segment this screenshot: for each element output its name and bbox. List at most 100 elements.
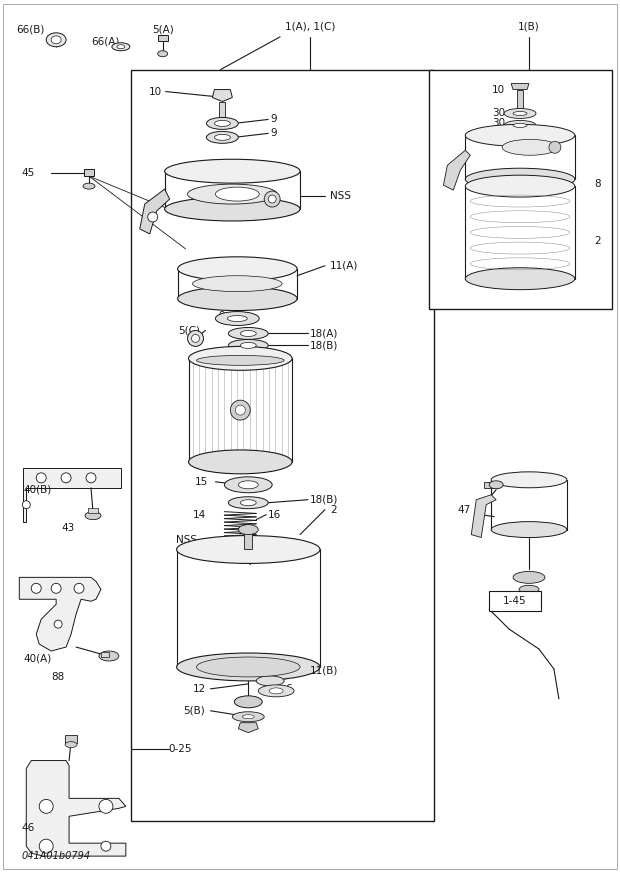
Ellipse shape bbox=[504, 108, 536, 119]
Ellipse shape bbox=[256, 676, 284, 686]
Ellipse shape bbox=[177, 535, 320, 563]
Text: NSS: NSS bbox=[175, 534, 197, 545]
Ellipse shape bbox=[234, 696, 262, 708]
Text: 15: 15 bbox=[195, 477, 208, 487]
Text: 43: 43 bbox=[61, 523, 74, 533]
Ellipse shape bbox=[224, 477, 272, 492]
Ellipse shape bbox=[85, 512, 101, 519]
Circle shape bbox=[148, 212, 157, 222]
Bar bbox=[430, 70, 612, 308]
Text: 88: 88 bbox=[51, 672, 64, 682]
Circle shape bbox=[192, 334, 200, 342]
Circle shape bbox=[61, 473, 71, 483]
Ellipse shape bbox=[513, 112, 527, 115]
Circle shape bbox=[99, 800, 113, 814]
Ellipse shape bbox=[489, 481, 503, 489]
Ellipse shape bbox=[177, 257, 297, 281]
Text: 16: 16 bbox=[268, 510, 281, 519]
Bar bbox=[244, 532, 252, 549]
Ellipse shape bbox=[46, 33, 66, 47]
Ellipse shape bbox=[215, 134, 231, 141]
Ellipse shape bbox=[197, 657, 300, 677]
Circle shape bbox=[39, 800, 53, 814]
Circle shape bbox=[54, 620, 62, 629]
Circle shape bbox=[101, 842, 111, 851]
Bar bbox=[101, 652, 109, 657]
Ellipse shape bbox=[206, 131, 238, 143]
Text: 0-25: 0-25 bbox=[169, 744, 192, 753]
Ellipse shape bbox=[99, 651, 119, 661]
Text: 18(B): 18(B) bbox=[310, 495, 339, 505]
Ellipse shape bbox=[238, 481, 259, 489]
Text: 14: 14 bbox=[193, 510, 206, 519]
Ellipse shape bbox=[112, 43, 130, 51]
Text: 9: 9 bbox=[270, 128, 277, 138]
Ellipse shape bbox=[215, 187, 259, 201]
Polygon shape bbox=[140, 189, 170, 234]
Ellipse shape bbox=[259, 685, 294, 697]
Polygon shape bbox=[26, 760, 126, 856]
Text: 8: 8 bbox=[595, 179, 601, 189]
Text: 30: 30 bbox=[492, 108, 505, 119]
Bar bbox=[88, 508, 98, 512]
Ellipse shape bbox=[465, 268, 575, 290]
Polygon shape bbox=[19, 577, 101, 651]
Text: 041A01b0794: 041A01b0794 bbox=[21, 851, 91, 861]
Text: 1(B): 1(B) bbox=[518, 22, 540, 31]
Circle shape bbox=[86, 473, 96, 483]
Ellipse shape bbox=[232, 711, 264, 722]
Ellipse shape bbox=[465, 168, 575, 190]
Polygon shape bbox=[213, 90, 232, 101]
Bar bbox=[84, 169, 94, 176]
Text: 18(B): 18(B) bbox=[310, 340, 339, 350]
Bar bbox=[157, 35, 167, 41]
Text: 2: 2 bbox=[595, 236, 601, 246]
Text: 11(A): 11(A) bbox=[330, 261, 358, 271]
Bar bbox=[489, 591, 541, 611]
Polygon shape bbox=[238, 723, 259, 732]
Text: 10: 10 bbox=[149, 86, 162, 97]
Ellipse shape bbox=[117, 45, 125, 49]
Ellipse shape bbox=[465, 175, 575, 197]
Bar bbox=[484, 482, 498, 488]
Text: 40(A): 40(A) bbox=[24, 654, 51, 664]
Ellipse shape bbox=[513, 123, 527, 127]
Ellipse shape bbox=[242, 715, 254, 718]
Polygon shape bbox=[471, 495, 496, 538]
Ellipse shape bbox=[83, 183, 95, 189]
Circle shape bbox=[74, 583, 84, 594]
Ellipse shape bbox=[519, 585, 539, 594]
Ellipse shape bbox=[165, 159, 300, 183]
Text: 66(A): 66(A) bbox=[91, 37, 120, 47]
Ellipse shape bbox=[215, 120, 231, 127]
Ellipse shape bbox=[165, 197, 300, 221]
Text: 18(A): 18(A) bbox=[310, 328, 339, 339]
Ellipse shape bbox=[197, 355, 284, 365]
Circle shape bbox=[39, 839, 53, 853]
Circle shape bbox=[236, 405, 246, 415]
Ellipse shape bbox=[238, 525, 259, 534]
Text: 5(C): 5(C) bbox=[179, 326, 201, 335]
Circle shape bbox=[264, 191, 280, 207]
Ellipse shape bbox=[228, 340, 268, 352]
Ellipse shape bbox=[228, 327, 268, 340]
Text: 5(B): 5(B) bbox=[184, 705, 205, 716]
Text: 30: 30 bbox=[492, 119, 505, 128]
Text: 45: 45 bbox=[21, 168, 35, 178]
Circle shape bbox=[188, 331, 203, 347]
Circle shape bbox=[36, 473, 46, 483]
Text: 1(A), 1(C): 1(A), 1(C) bbox=[285, 22, 335, 31]
Ellipse shape bbox=[228, 315, 247, 321]
Text: 46: 46 bbox=[21, 823, 35, 833]
Ellipse shape bbox=[241, 342, 256, 348]
Polygon shape bbox=[443, 150, 471, 190]
Text: 12: 12 bbox=[193, 684, 206, 694]
Ellipse shape bbox=[241, 499, 256, 505]
Ellipse shape bbox=[215, 312, 259, 326]
Ellipse shape bbox=[51, 36, 61, 44]
Text: 47: 47 bbox=[458, 505, 471, 515]
Ellipse shape bbox=[513, 572, 545, 583]
Ellipse shape bbox=[504, 120, 536, 130]
Ellipse shape bbox=[502, 140, 558, 155]
Circle shape bbox=[231, 400, 250, 420]
